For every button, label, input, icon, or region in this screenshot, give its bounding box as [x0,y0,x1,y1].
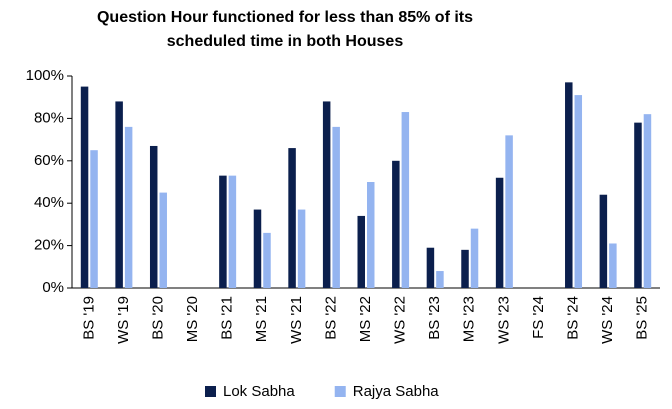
bar [367,182,375,288]
bar [90,150,98,288]
y-tick-label: 100% [26,67,64,84]
bar [332,126,340,288]
bar [263,232,271,288]
bar [80,86,89,288]
x-tick-label: BS '19 [80,296,97,340]
legend-swatch [205,386,216,397]
x-tick-label: WS '21 [288,296,305,344]
x-tick-label: MS '20 [184,296,201,342]
x-tick-label: WS '24 [599,296,616,344]
bar [401,112,410,288]
bar [115,101,123,288]
bar [149,145,158,288]
y-tick-label: 40% [34,194,64,211]
bar [505,135,513,288]
y-tick-label: 80% [34,109,64,126]
x-tick-label: FS '24 [530,296,547,339]
bar [426,247,435,288]
x-tick-label: MS '21 [253,296,270,342]
bar [228,175,237,288]
bar [565,82,573,288]
bar [643,114,652,288]
bar [495,177,504,288]
bar [159,192,167,288]
x-tick-label: BS '20 [149,296,166,340]
bar [357,215,365,288]
legend-label: Lok Sabha [223,383,295,400]
bar [124,126,133,288]
bar [634,122,642,288]
x-tick-label: MS '23 [461,296,478,342]
x-tick-label: WS '22 [392,296,409,344]
x-tick-label: BS '22 [322,296,339,340]
chart-title: scheduled time in both Houses [167,33,404,50]
x-tick-label: BS '25 [634,296,651,340]
x-tick-label: BS '21 [219,296,236,340]
y-tick-label: 20% [34,237,64,254]
bar [609,243,617,288]
bar [470,228,479,288]
x-tick-label: WS '23 [495,296,512,344]
bar [599,194,608,288]
y-tick-label: 60% [34,152,64,169]
bar [322,101,331,288]
x-tick-label: WS '19 [115,296,132,344]
bar [392,160,400,288]
y-tick-label: 0% [42,279,64,296]
x-tick-label: MS '22 [357,296,374,342]
bar [461,249,469,288]
chart-title: Question Hour functioned for less than 8… [97,9,473,26]
bar [297,209,306,288]
bar [436,271,444,288]
bar [219,175,227,288]
x-tick-label: BS '24 [564,296,581,340]
legend-label: Rajya Sabha [353,383,440,400]
x-tick-label: BS '23 [426,296,443,340]
bar [574,95,583,288]
bar [253,209,262,288]
legend-swatch [334,386,346,397]
bar [288,148,296,288]
